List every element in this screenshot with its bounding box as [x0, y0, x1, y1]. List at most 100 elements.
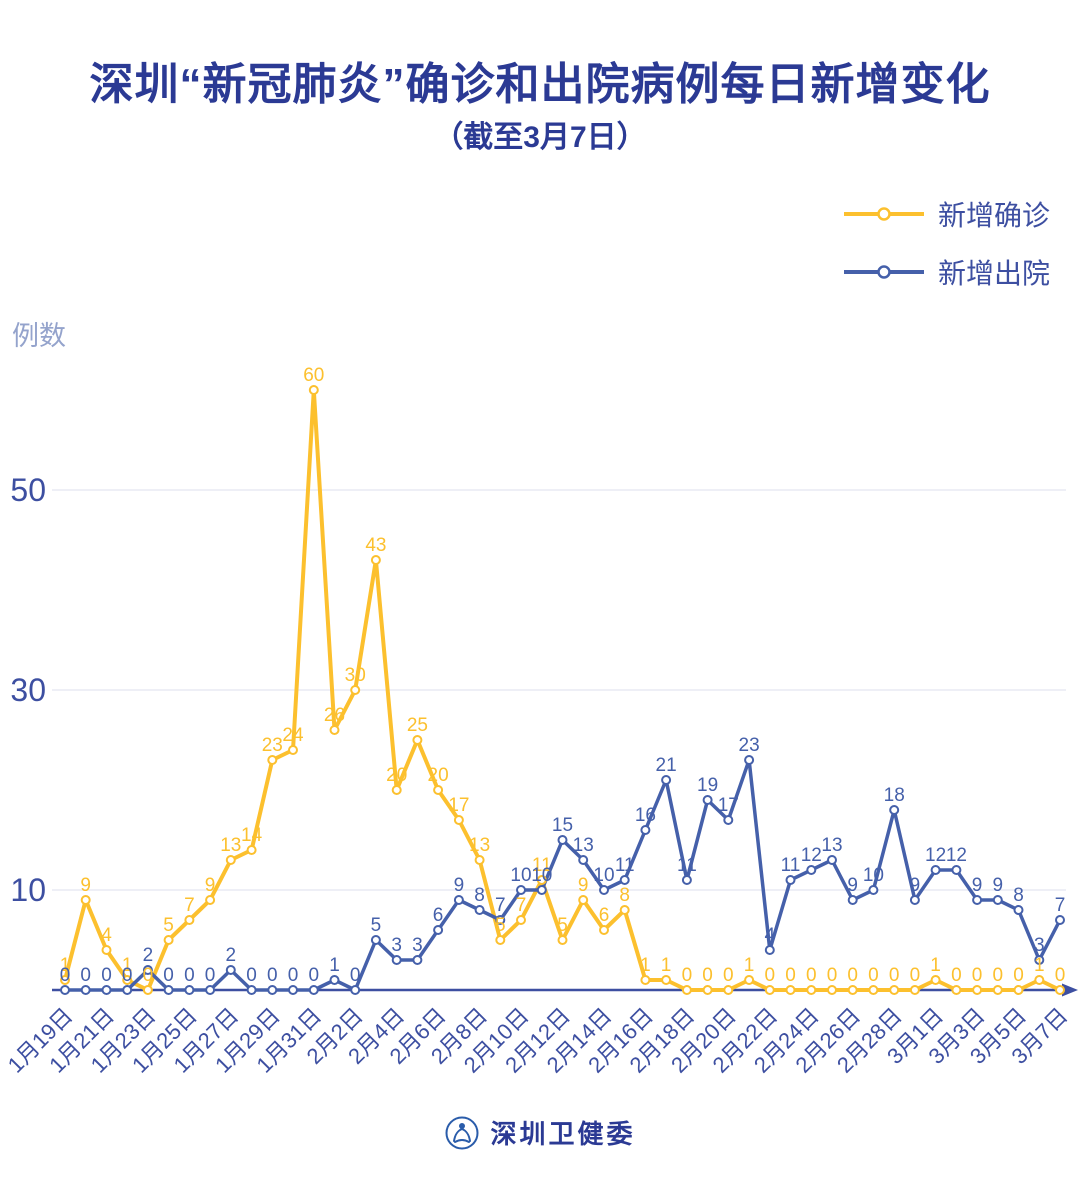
discharged-data-label: 0	[205, 965, 216, 986]
discharged-data-point	[1034, 955, 1045, 965]
confirmed-data-label: 0	[702, 965, 713, 986]
confirmed-data-point	[723, 985, 734, 995]
discharged-data-point	[495, 915, 506, 925]
discharged-data-label: 18	[884, 785, 905, 806]
legend-item-confirmed[interactable]: 新增确诊	[842, 194, 1050, 234]
discharged-data-point	[474, 905, 485, 915]
legend: 新增确诊 新增出院	[842, 194, 1050, 292]
confirmed-data-point	[992, 985, 1003, 995]
confirmed-data-point	[391, 785, 402, 795]
discharged-data-point	[329, 975, 340, 985]
discharged-data-point	[847, 895, 858, 905]
discharged-data-point	[764, 945, 775, 955]
confirmed-data-label: 0	[1055, 965, 1066, 986]
discharged-data-label: 13	[573, 835, 594, 856]
confirmed-data-point	[101, 945, 112, 955]
confirmed-data-point	[868, 985, 879, 995]
confirmed-data-point	[640, 975, 651, 985]
confirmed-data-point	[930, 975, 941, 985]
discharged-data-label: 8	[1013, 885, 1024, 906]
discharged-data-label: 0	[122, 965, 133, 986]
discharged-data-label: 9	[993, 875, 1004, 896]
confirmed-data-label: 9	[205, 875, 216, 896]
discharged-data-label: 9	[847, 875, 858, 896]
discharged-data-label: 0	[184, 965, 195, 986]
discharged-data-label: 0	[350, 965, 361, 986]
y-tick-label: 10	[10, 872, 46, 908]
discharged-data-label: 10	[863, 865, 884, 886]
confirmed-data-point	[599, 925, 609, 935]
confirmed-data-point	[80, 895, 91, 905]
discharged-data-point	[930, 865, 941, 875]
discharged-data-label: 16	[635, 805, 656, 826]
confirmed-data-label: 6	[599, 905, 610, 926]
discharged-data-label: 2	[226, 945, 237, 966]
confirmed-data-point	[474, 855, 485, 865]
discharged-data-label: 4	[765, 925, 776, 946]
confirmed-data-label: 1	[122, 955, 133, 976]
confirmed-data-label: 25	[407, 715, 428, 736]
discharged-data-point	[557, 835, 568, 845]
confirmed-data-point	[205, 895, 216, 905]
discharged-data-point	[723, 815, 734, 825]
confirmed-data-label: 30	[345, 665, 366, 686]
confirmed-data-label: 0	[910, 965, 921, 986]
discharged-data-label: 11	[677, 855, 697, 876]
discharged-data-point	[806, 865, 817, 875]
confirmed-data-point	[329, 725, 340, 735]
confirmed-data-point	[142, 985, 153, 995]
discharged-data-label: 11	[781, 855, 801, 876]
confirmed-data-label: 1	[640, 955, 651, 976]
confirmed-data-point	[184, 915, 195, 925]
discharged-data-label: 10	[593, 865, 614, 886]
discharged-data-label: 9	[972, 875, 983, 896]
discharged-data-label: 12	[946, 845, 967, 866]
discharged-data-point	[640, 825, 651, 835]
discharged-data-label: 0	[101, 965, 112, 986]
confirmed-data-label: 26	[324, 705, 345, 726]
confirmed-data-point	[661, 975, 672, 985]
discharged-data-point	[681, 875, 692, 885]
confirmed-data-point	[972, 985, 983, 995]
confirmed-data-label: 0	[785, 965, 796, 986]
confirmed-data-point	[246, 845, 257, 855]
confirmed-data-point	[1034, 975, 1045, 985]
confirmed-data-point	[619, 905, 630, 915]
confirmed-data-point	[122, 975, 133, 985]
discharged-data-label: 6	[433, 905, 444, 926]
legend-item-discharged[interactable]: 新增出院	[842, 252, 1050, 292]
confirmed-data-point	[288, 745, 298, 755]
confirmed-data-point	[847, 985, 858, 995]
discharged-data-point	[308, 985, 319, 995]
confirmed-data-label: 7	[184, 895, 195, 916]
confirmed-data-label: 0	[889, 965, 900, 986]
discharged-data-point	[412, 955, 423, 965]
shenzhen-health-logo-icon	[445, 1116, 479, 1149]
discharged-data-label: 8	[474, 885, 485, 906]
discharged-data-label: 7	[1055, 895, 1066, 916]
confirmed-data-point	[827, 985, 837, 995]
discharged-data-point	[827, 855, 837, 865]
discharged-data-point	[744, 755, 755, 765]
discharged-data-point	[1013, 905, 1024, 915]
confirmed-data-label: 0	[682, 965, 693, 986]
confirmed-data-point	[578, 895, 589, 905]
confirmed-data-point	[1013, 985, 1024, 995]
confirmed-data-label: 0	[847, 965, 858, 986]
confirmed-data-point	[1055, 985, 1065, 995]
confirmed-data-point	[744, 975, 755, 985]
discharged-data-point	[889, 805, 900, 815]
discharged-data-label: 10	[531, 865, 552, 886]
discharged-data-label: 23	[739, 735, 760, 756]
confirmed-data-label: 4	[101, 925, 112, 946]
discharged-data-point	[246, 985, 257, 995]
discharged-data-point	[1055, 915, 1065, 925]
confirmed-data-point	[370, 555, 381, 565]
discharged-data-point	[163, 985, 174, 995]
confirmed-data-point	[225, 855, 236, 865]
confirmed-data-label: 0	[951, 965, 962, 986]
discharged-data-label: 0	[80, 965, 91, 986]
discharged-data-point	[951, 865, 962, 875]
page-title: 深圳“新冠肺炎”确诊和出院病例每日新增变化	[89, 60, 991, 109]
